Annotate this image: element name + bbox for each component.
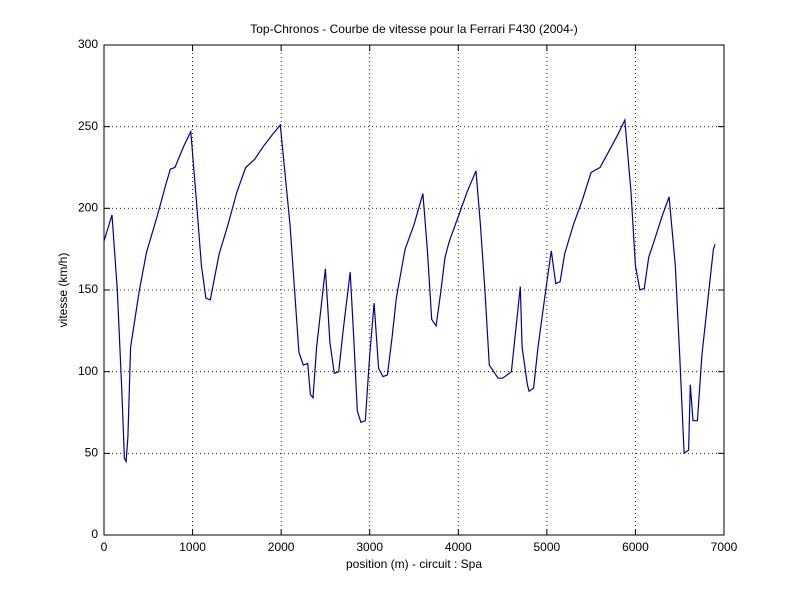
y-tick-label: 300 <box>78 37 98 51</box>
x-tick-label: 5000 <box>534 540 561 554</box>
x-tick-label: 6000 <box>622 540 649 554</box>
y-tick-label: 200 <box>78 201 98 215</box>
chart-title: Top-Chronos - Courbe de vitesse pour la … <box>250 22 577 36</box>
x-tick-label: 2000 <box>268 540 295 554</box>
y-tick-label: 250 <box>78 119 98 133</box>
axes-box <box>103 44 725 536</box>
speed-line <box>103 117 716 464</box>
x-tick-label: 3000 <box>356 540 383 554</box>
x-tick-label: 0 <box>101 540 108 554</box>
x-axis-label: position (m) - circuit : Spa <box>346 557 482 571</box>
x-tick-label: 1000 <box>179 540 206 554</box>
x-tick-label: 7000 <box>711 540 738 554</box>
y-tick-label: 100 <box>78 364 98 378</box>
y-tick-label: 0 <box>91 527 98 541</box>
y-axis-label: vitesse (km/h) <box>56 253 70 328</box>
y-tick-label: 50 <box>85 446 99 460</box>
y-tick-label: 150 <box>78 282 98 296</box>
x-tick-label: 4000 <box>445 540 472 554</box>
